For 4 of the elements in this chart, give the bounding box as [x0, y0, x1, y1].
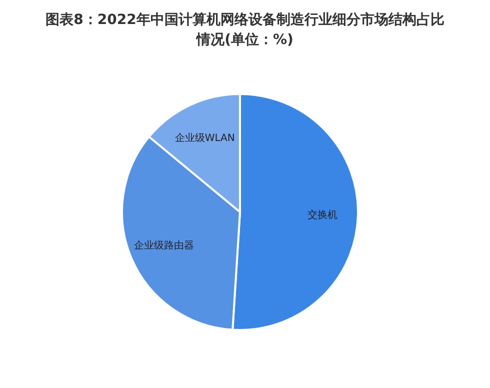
chart-title: 图表8：2022年中国计算机网络设备制造行业细分市场结构占比情况(单位：%): [46, 11, 444, 48]
slice-label: 交换机: [308, 209, 338, 222]
slice-label: 企业级WLAN: [174, 132, 235, 144]
slice-label: 企业级路由器: [134, 239, 194, 252]
